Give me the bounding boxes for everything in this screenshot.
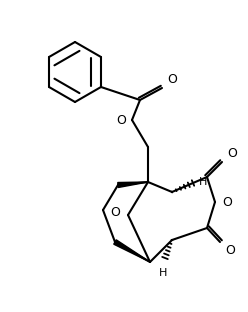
Polygon shape	[114, 240, 150, 262]
Polygon shape	[118, 182, 148, 188]
Text: H: H	[199, 177, 207, 187]
Text: H: H	[159, 268, 167, 278]
Text: O: O	[167, 73, 177, 86]
Text: O: O	[227, 147, 237, 160]
Text: O: O	[116, 114, 126, 126]
Text: O: O	[222, 196, 232, 208]
Text: O: O	[110, 207, 120, 220]
Text: O: O	[225, 244, 235, 257]
